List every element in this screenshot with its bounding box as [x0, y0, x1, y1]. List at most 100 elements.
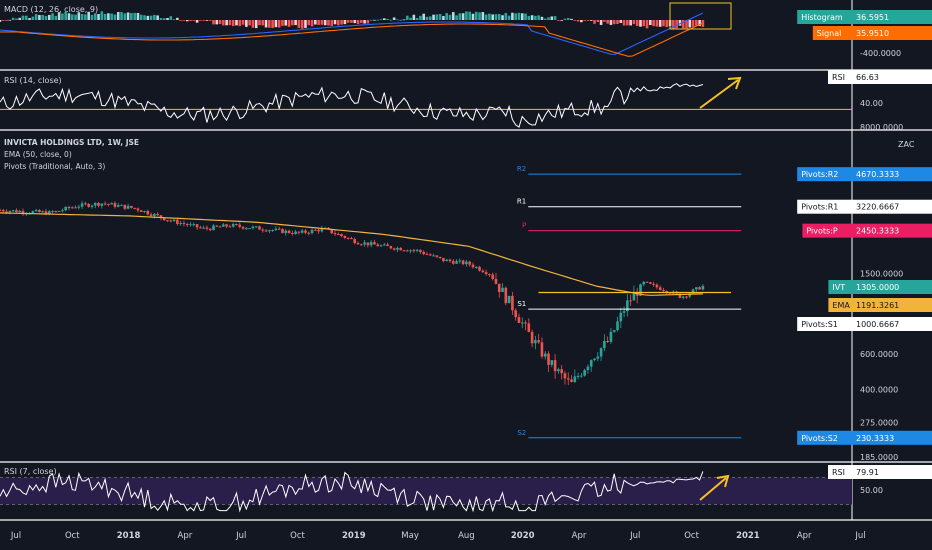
candle-body	[543, 353, 547, 357]
badge-pivots-s1: Pivots:S1 1000.6667	[797, 317, 932, 331]
badge-value: 35.9510	[856, 29, 889, 38]
candle-body	[61, 210, 64, 212]
macd-histogram-bar	[281, 20, 284, 26]
candle-body	[159, 215, 163, 218]
candle-body	[182, 223, 186, 225]
currency-label: ZAC	[898, 140, 915, 149]
macd-histogram-bar	[264, 20, 268, 28]
candle-body	[169, 220, 173, 222]
candle-body	[369, 242, 373, 246]
badge-value: 4670.3333	[856, 170, 899, 179]
macd-histogram-bar	[235, 20, 238, 26]
candle-body	[51, 211, 54, 213]
macd-histogram-bar	[80, 14, 84, 20]
badge-value-bg	[852, 167, 932, 182]
rsi7-panel: RSI 79.91	[0, 465, 932, 513]
macd-histogram-bar	[553, 16, 557, 20]
candle-body	[392, 248, 396, 250]
macd-histogram-bar	[596, 20, 600, 22]
macd-histogram-bar	[176, 17, 179, 20]
main-title-line3: Pivots (Traditional, Auto, 3)	[4, 162, 105, 171]
candle-body	[235, 224, 238, 226]
price-axis-label: 600.0000	[860, 350, 898, 359]
macd-histogram-bar	[64, 11, 67, 20]
candle-body	[560, 369, 563, 374]
macd-histogram-bar	[471, 13, 475, 20]
macd-histogram-bar	[570, 18, 573, 20]
rsi14-title: RSI (14, close)	[4, 76, 62, 85]
badge-value-bg	[852, 70, 932, 84]
candle-body	[74, 207, 77, 209]
annotation-arrow-icon[interactable]	[699, 79, 739, 109]
macd-histogram-bar	[520, 13, 524, 20]
macd-histogram-bar	[534, 15, 537, 20]
macd-histogram-bar	[44, 16, 48, 20]
candle-body	[527, 323, 531, 333]
macd-histogram-bar	[599, 20, 603, 25]
badge-label: Pivots:R1	[801, 203, 838, 212]
macd-histogram-bar	[179, 20, 182, 21]
candle-body	[304, 230, 307, 233]
badge-value: 1000.6667	[856, 320, 899, 329]
macd-histogram-bar	[74, 14, 77, 20]
candle-body	[360, 244, 363, 246]
candle-body	[202, 227, 205, 229]
time-axis-label: Jul	[10, 531, 21, 541]
macd-histogram-bar	[172, 19, 176, 21]
candle-body	[691, 289, 695, 294]
macd-histogram-bar	[547, 17, 550, 20]
badge-label-bg	[812, 26, 852, 40]
candle-body	[31, 211, 35, 214]
candle-body	[583, 370, 586, 376]
candle-body	[389, 246, 393, 249]
badge-pivots-p: Pivots:P 2450.3333	[802, 223, 932, 238]
candle-body	[540, 342, 544, 357]
candle-body	[432, 255, 435, 257]
macd-histogram-bar	[537, 15, 540, 20]
candle-body	[507, 295, 511, 304]
macd-histogram-bar	[238, 20, 242, 27]
candle-body	[130, 205, 133, 208]
candle-body	[382, 244, 386, 246]
macd-histogram-bar	[208, 20, 212, 21]
macd-histogram-bar	[366, 20, 370, 24]
candle-body	[90, 205, 94, 207]
macd-histogram-bar	[405, 15, 409, 20]
macd-histogram-bar	[192, 20, 196, 21]
candle-body	[77, 206, 81, 208]
candle-body	[419, 249, 422, 252]
macd-histogram-bar	[120, 12, 123, 20]
macd-histogram-bar	[606, 20, 609, 24]
macd-histogram-bar	[530, 15, 534, 20]
macd-histogram-bar	[333, 20, 337, 25]
candle-body	[100, 203, 104, 206]
candle-body	[162, 217, 166, 221]
candle-body	[639, 284, 642, 296]
candle-body	[399, 247, 403, 251]
rsi7-title: RSI (7, close)	[4, 467, 57, 476]
candle-body	[143, 210, 146, 212]
candle-body	[123, 204, 127, 209]
candle-body	[340, 234, 343, 236]
candle-body	[698, 287, 701, 290]
macd-histogram-bar	[616, 20, 619, 25]
candle-body	[317, 229, 320, 232]
candle-body	[695, 287, 698, 290]
macd-histogram-bar	[258, 20, 261, 26]
candle-body	[471, 264, 475, 268]
macd-histogram-bar	[612, 20, 616, 25]
candle-body	[596, 356, 600, 359]
macd-histogram-bar	[245, 20, 248, 27]
annotation-arrow-icon[interactable]	[699, 477, 727, 501]
macd-histogram-bar	[369, 19, 373, 21]
macd-histogram-bar	[363, 20, 366, 24]
candle-body	[192, 224, 196, 226]
candle-body	[603, 340, 606, 349]
time-axis-label: 2018	[117, 531, 141, 541]
macd-badge-signal: Signal 35.9510	[812, 26, 932, 40]
candle-body	[517, 317, 521, 323]
macd-histogram-bar	[261, 20, 265, 26]
candle-body	[231, 224, 235, 227]
macd-histogram-bar	[28, 18, 31, 20]
time-axis[interactable]: Jul Oct 2018 Apr Jul Oct 2019 May Aug 2020 Apr Jul O…	[10, 531, 866, 541]
